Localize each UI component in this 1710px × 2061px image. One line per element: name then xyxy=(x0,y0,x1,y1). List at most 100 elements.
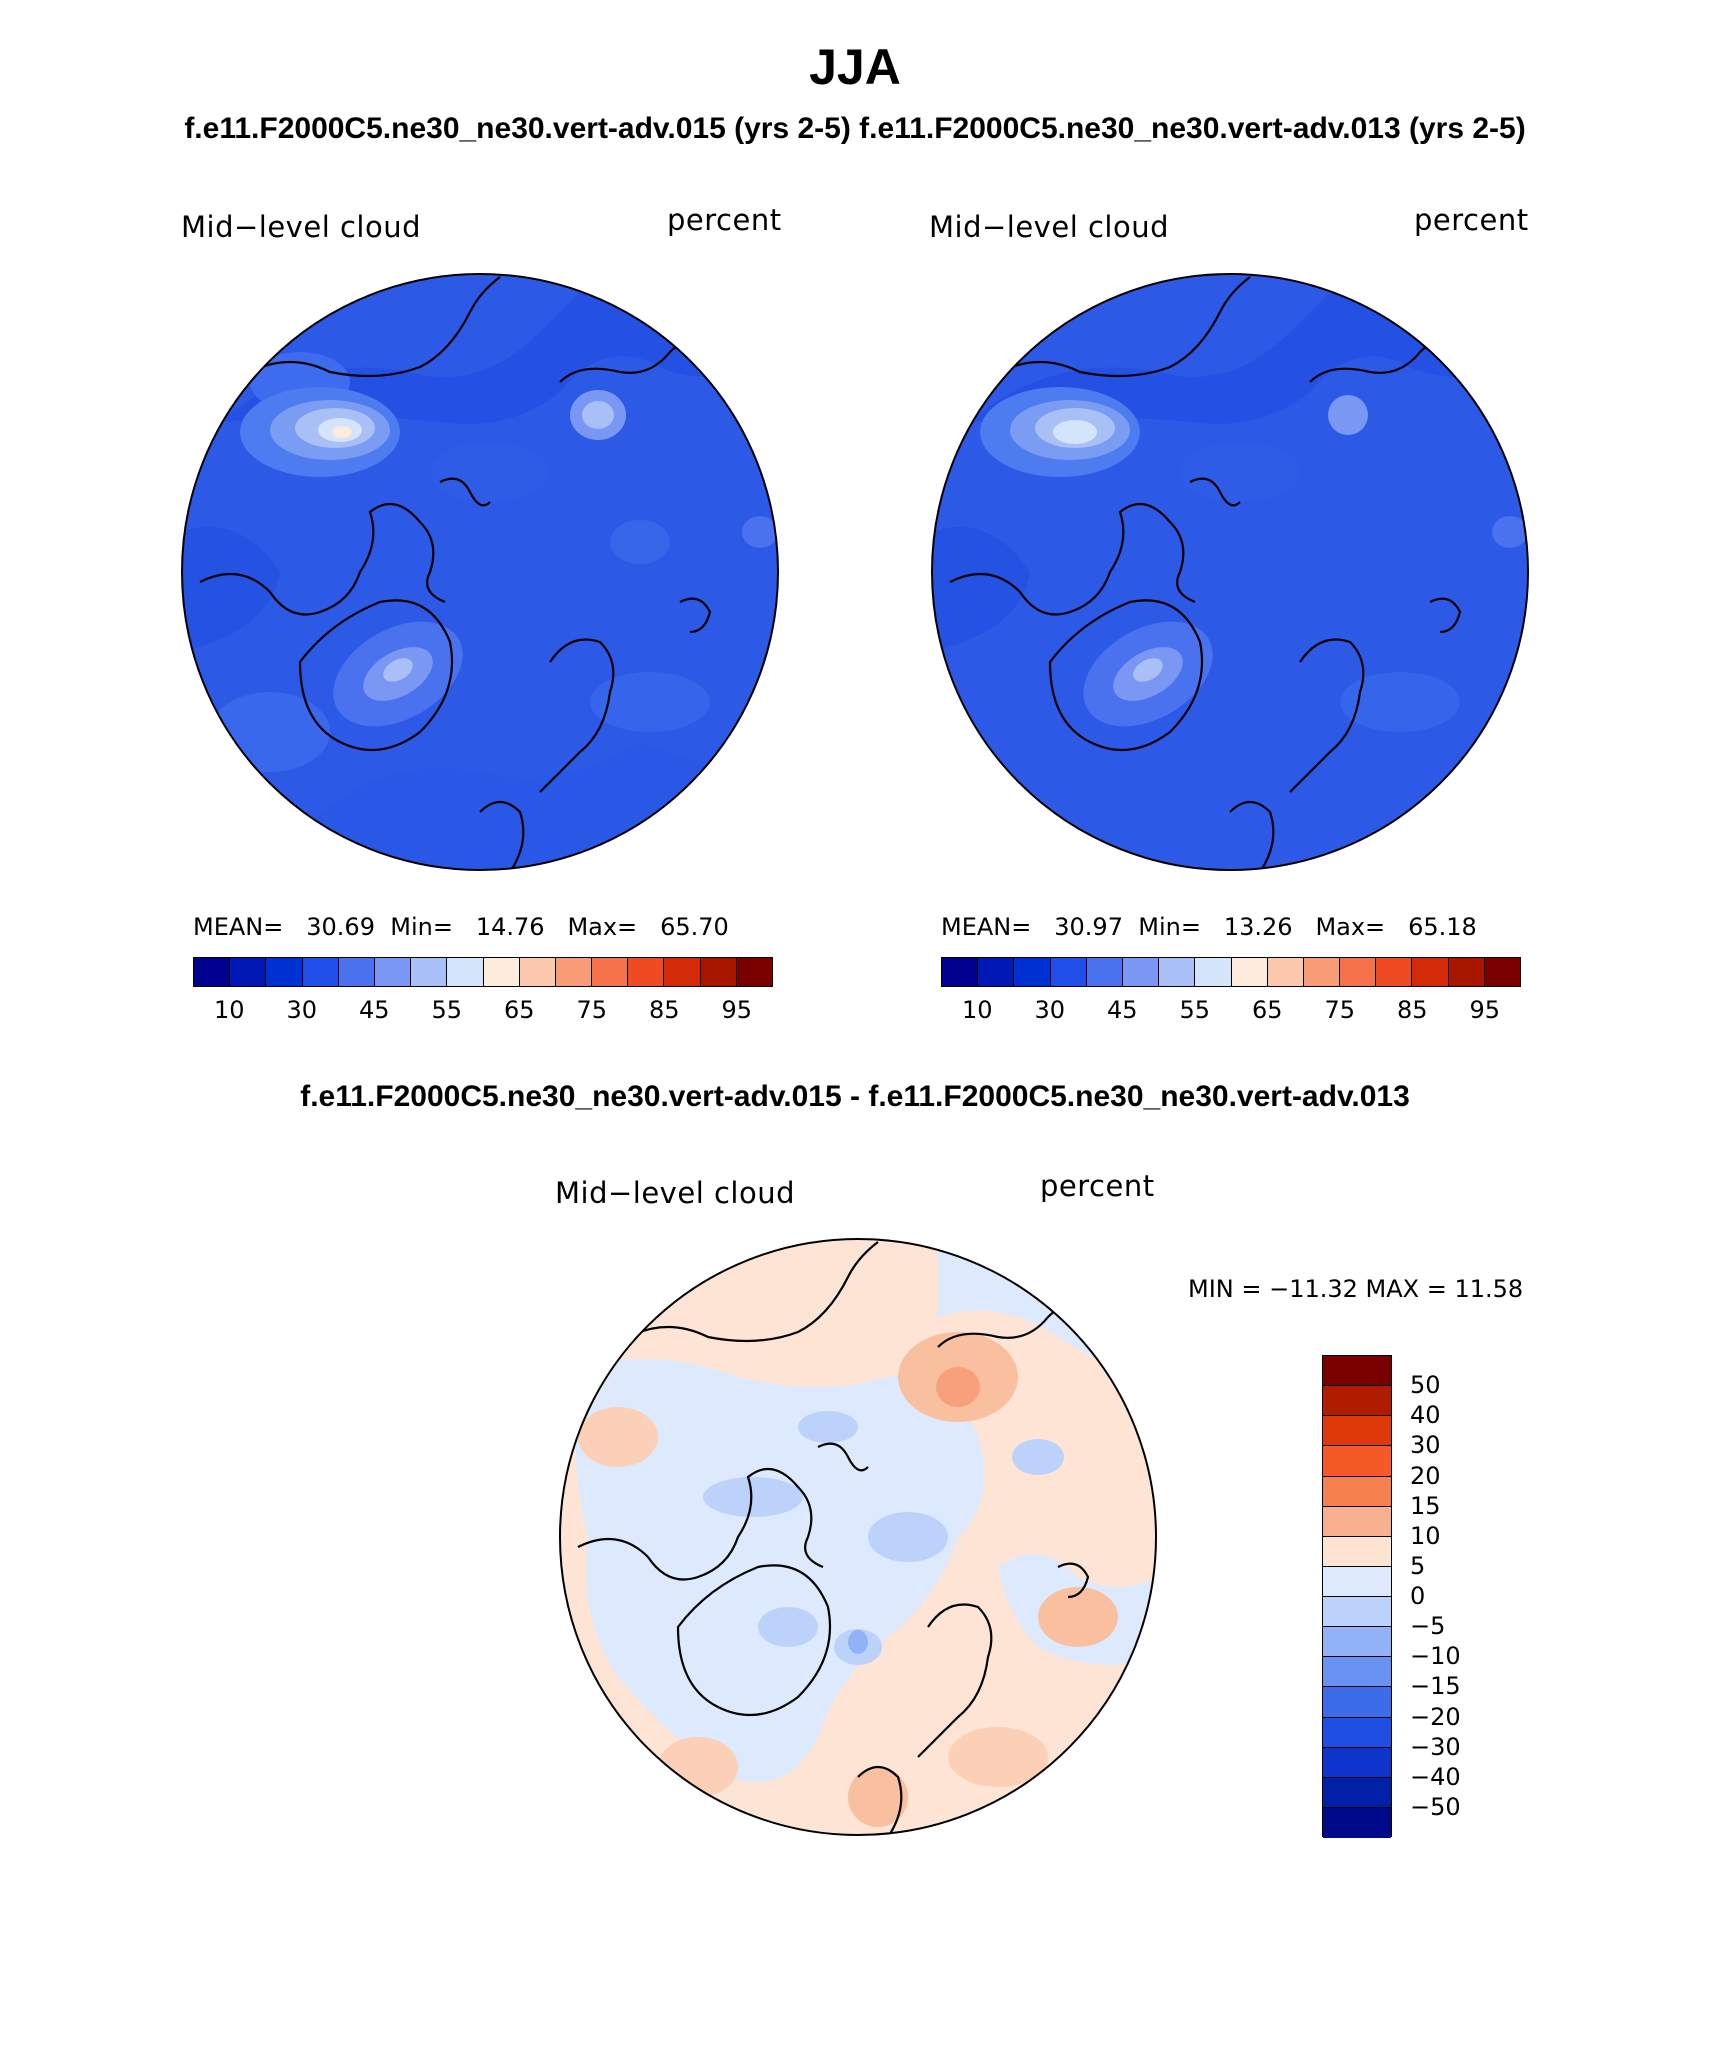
colorbar-tick-label: −5 xyxy=(1410,1612,1446,1641)
colorbar-box xyxy=(1323,1687,1391,1718)
colorbar-box xyxy=(302,958,339,986)
case-titles: f.e11.F2000C5.ne30_ne30.vert-adv.015 (yr… xyxy=(184,112,1526,145)
colorbar-tick-label: 20 xyxy=(1410,1461,1441,1490)
colorbar-box xyxy=(1014,958,1051,986)
colorbar-panel2 xyxy=(941,957,1521,987)
colorbar-tick-label: 95 xyxy=(1469,996,1501,1024)
colorbar-box xyxy=(942,958,979,986)
colorbar-box xyxy=(1323,1807,1391,1838)
colorbar-box xyxy=(1323,1476,1391,1507)
colorbar-box xyxy=(592,958,629,986)
colorbar-box xyxy=(1323,1597,1391,1628)
colorbar-box xyxy=(447,958,484,986)
colorbar-box xyxy=(338,958,375,986)
colorbar-box xyxy=(374,958,412,986)
colorbar-box xyxy=(978,958,1015,986)
colorbar-tick-label: 45 xyxy=(1106,996,1138,1024)
colorbar-box xyxy=(1376,958,1413,986)
colorbar-tick-label: 55 xyxy=(431,996,463,1024)
colorbar-box xyxy=(555,958,593,986)
colorbar-box xyxy=(1267,958,1304,986)
difference-title: f.e11.F2000C5.ne30_ne30.vert-adv.015 - f… xyxy=(300,1080,1410,1113)
colorbar-box xyxy=(1231,958,1268,986)
colorbar-box xyxy=(700,958,737,986)
colorbar-box xyxy=(1050,958,1087,986)
polar-map-1 xyxy=(181,273,779,871)
colorbar-box xyxy=(1412,958,1449,986)
colorbar-tick-label: 85 xyxy=(648,996,680,1024)
main-title: JJA xyxy=(809,39,901,95)
colorbar-box xyxy=(483,958,520,986)
panel1-units-label: percent xyxy=(667,203,782,237)
colorbar-tick-label: 45 xyxy=(358,996,390,1024)
colorbar-panel1-ticks: 10 30 45 55 65 75 85 95 xyxy=(193,996,773,1026)
panel1-variable-label: Mid−level cloud xyxy=(181,210,421,244)
colorbar-box xyxy=(266,958,303,986)
colorbar-box xyxy=(1340,958,1377,986)
colorbar-box xyxy=(664,958,701,986)
colorbar-tick-label: −10 xyxy=(1410,1642,1461,1671)
colorbar-box xyxy=(1323,1717,1391,1748)
colorbar-tick-label: 40 xyxy=(1410,1401,1441,1430)
colorbar-box xyxy=(1323,1416,1391,1447)
colorbar-panel2-ticks: 10 30 45 55 65 75 85 95 xyxy=(941,996,1521,1026)
colorbar-tick-label: −50 xyxy=(1410,1792,1461,1821)
panel2-variable-label: Mid−level cloud xyxy=(929,210,1169,244)
colorbar-tick-label: 5 xyxy=(1410,1551,1426,1580)
colorbar-tick-label: −15 xyxy=(1410,1672,1461,1701)
colorbar-tick-label: 15 xyxy=(1410,1491,1441,1520)
colorbar-box xyxy=(1303,958,1341,986)
colorbar-tick-label: 30 xyxy=(286,996,318,1024)
colorbar-tick-label: −20 xyxy=(1410,1702,1461,1731)
colorbar-tick-label: −30 xyxy=(1410,1732,1461,1761)
colorbar-difference-ticks: 50 40 30 20 15 10 5 0 −5 −10 −15 −20 −30 −40 −50 xyxy=(1410,1355,1490,1837)
colorbar-box xyxy=(230,958,267,986)
polar-map-difference xyxy=(559,1238,1157,1836)
colorbar-box xyxy=(628,958,665,986)
colorbar-box xyxy=(1448,958,1485,986)
colorbar-box xyxy=(519,958,556,986)
colorbar-box xyxy=(1159,958,1196,986)
colorbar-tick-label: 30 xyxy=(1410,1431,1441,1460)
colorbar-box xyxy=(1484,958,1520,986)
colorbar-box xyxy=(1323,1386,1391,1417)
colorbar-box xyxy=(1323,1566,1391,1597)
colorbar-box xyxy=(1122,958,1160,986)
colorbar-box xyxy=(411,958,448,986)
colorbar-box xyxy=(1323,1627,1391,1658)
colorbar-box xyxy=(1323,1446,1391,1477)
colorbar-tick-label: 55 xyxy=(1179,996,1211,1024)
colorbar-tick-label: 30 xyxy=(1034,996,1066,1024)
diff-variable-label: Mid−level cloud xyxy=(555,1176,795,1210)
colorbar-box xyxy=(1323,1747,1391,1778)
panel2-units-label: percent xyxy=(1414,203,1529,237)
colorbar-tick-label: 75 xyxy=(1324,996,1356,1024)
colorbar-box xyxy=(1323,1536,1391,1567)
colorbar-tick-label: 0 xyxy=(1410,1582,1426,1610)
colorbar-tick-label: 10 xyxy=(213,996,245,1024)
colorbar-difference xyxy=(1322,1355,1392,1838)
polar-map-2 xyxy=(931,273,1529,871)
colorbar-box xyxy=(194,958,231,986)
colorbar-tick-label: 65 xyxy=(1251,996,1283,1024)
colorbar-tick-label: 85 xyxy=(1396,996,1428,1024)
colorbar-box xyxy=(1323,1657,1391,1688)
colorbar-tick-label: 65 xyxy=(503,996,535,1024)
colorbar-box xyxy=(1086,958,1123,986)
diff-units-label: percent xyxy=(1040,1169,1155,1203)
panel1-stats: MEAN= 30.69 Min= 14.76 Max= 65.70 xyxy=(193,913,729,941)
colorbar-tick-label: 10 xyxy=(1410,1521,1441,1550)
colorbar-tick-label: 95 xyxy=(721,996,753,1024)
colorbar-box xyxy=(1323,1777,1391,1808)
colorbar-tick-label: −40 xyxy=(1410,1762,1461,1791)
colorbar-box xyxy=(736,958,772,986)
colorbar-box xyxy=(1323,1506,1391,1537)
diff-minmax: MIN = −11.32 MAX = 11.58 xyxy=(1188,1275,1524,1303)
colorbar-box xyxy=(1195,958,1232,986)
colorbar-tick-label: 75 xyxy=(576,996,608,1024)
panel2-stats: MEAN= 30.97 Min= 13.26 Max= 65.18 xyxy=(941,913,1477,941)
colorbar-tick-label: 50 xyxy=(1410,1371,1441,1400)
colorbar-box xyxy=(1323,1356,1391,1387)
colorbar-panel1 xyxy=(193,957,773,987)
colorbar-tick-label: 10 xyxy=(961,996,993,1024)
